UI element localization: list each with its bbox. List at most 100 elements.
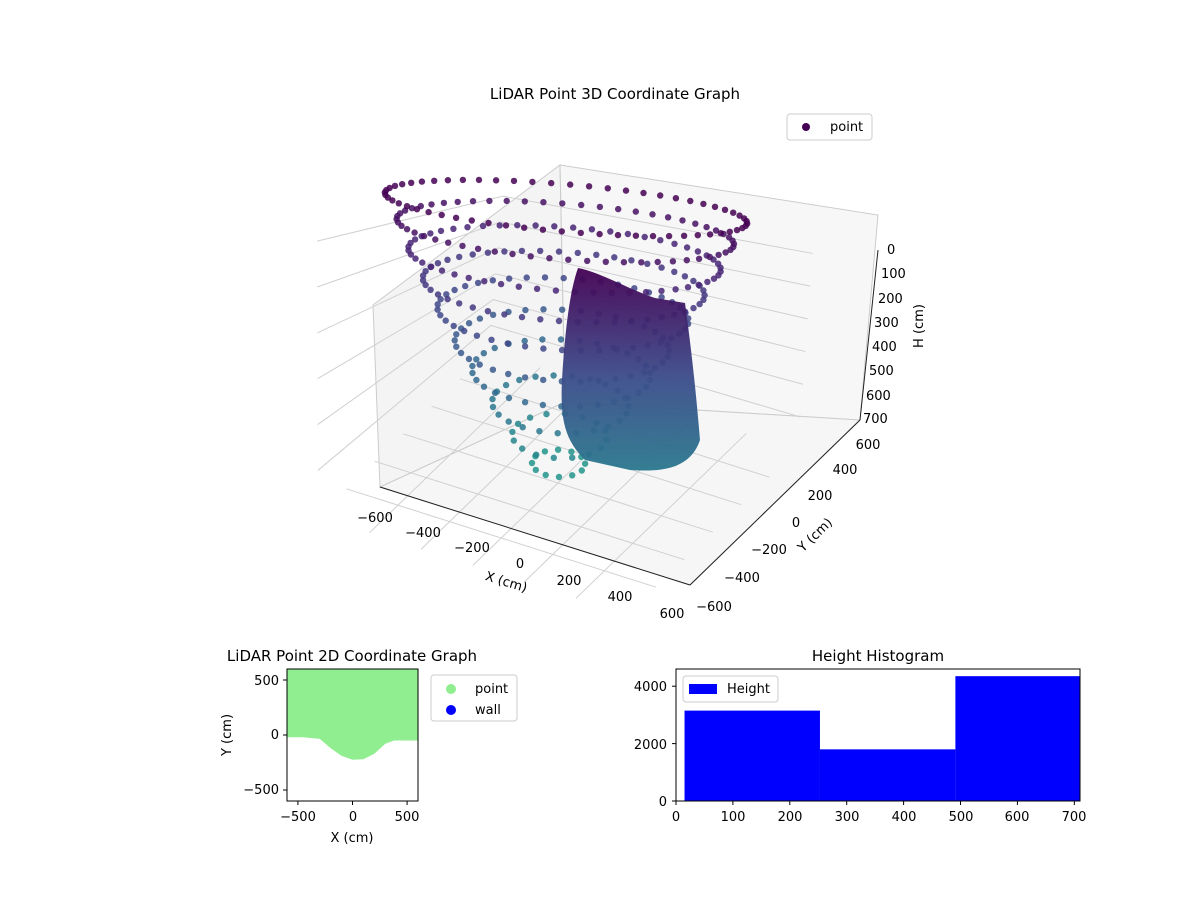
- point-3d: [443, 291, 450, 298]
- point-3d: [419, 272, 427, 279]
- point-3d: [644, 260, 651, 267]
- point-3d: [532, 466, 539, 474]
- point-3d: [465, 355, 473, 363]
- point-3d: [658, 294, 665, 301]
- point-3d: [484, 308, 492, 315]
- z-tick-label: 300: [874, 316, 899, 331]
- point-3d: [664, 214, 672, 221]
- point-3d: [425, 208, 432, 216]
- z-tick-label: 600: [866, 389, 891, 404]
- point-3d: [440, 199, 448, 207]
- point-3d: [521, 374, 529, 381]
- y-tick-label: −400: [724, 571, 760, 586]
- z-tick-label: 500: [869, 364, 894, 379]
- point-3d: [434, 260, 442, 267]
- legend-2d-wall-marker: [446, 705, 456, 715]
- point-3d: [444, 177, 452, 184]
- point-3d: [559, 306, 566, 313]
- point-3d: [432, 236, 439, 243]
- point-3d: [437, 312, 444, 319]
- x-tick-label: −600: [357, 511, 393, 526]
- point-3d: [469, 251, 476, 258]
- point-3d: [398, 222, 405, 229]
- point-3d: [533, 451, 540, 458]
- x-axis-label-2d: X (cm): [331, 831, 374, 846]
- point-3d: [739, 224, 746, 232]
- point-3d: [522, 306, 529, 314]
- point-3d: [557, 336, 565, 343]
- point-3d: [473, 376, 480, 384]
- point-3d: [408, 179, 415, 186]
- point-3d: [620, 259, 628, 266]
- point-3d: [519, 445, 526, 452]
- chart-histogram: Height Histogram 0 100 200 300 400 500 6…: [634, 647, 1087, 825]
- point-3d: [539, 336, 546, 343]
- point-3d: [649, 232, 657, 240]
- point-3d: [501, 248, 508, 255]
- point-3d: [489, 366, 497, 373]
- point-3d: [434, 291, 442, 298]
- point-3d: [504, 340, 511, 347]
- point-3d: [710, 275, 718, 282]
- hist-x-tick-label: 500: [949, 810, 974, 825]
- y-axis-label-2d: Y (cm): [220, 714, 235, 757]
- point-3d: [577, 229, 584, 237]
- point-3d: [457, 349, 465, 357]
- point-3d: [491, 389, 499, 396]
- grid-line: [317, 221, 811, 288]
- hist-x-tick-label: 0: [672, 810, 680, 825]
- legend-2d-wall-label: wall: [475, 703, 501, 718]
- point-3d: [419, 259, 426, 266]
- x-tick-label: 0: [516, 557, 524, 572]
- z-axis-line: [859, 249, 879, 421]
- y-tick-label: 600: [856, 438, 881, 453]
- y-tick-label-2d: 0: [271, 728, 279, 743]
- legend-3d-marker: [802, 123, 810, 131]
- histogram-y-ticks: 0 2000 4000: [634, 680, 667, 810]
- point-3d: [515, 283, 522, 290]
- point-3d: [521, 224, 528, 231]
- point-3d: [510, 177, 518, 185]
- hist-x-tick-label: 300: [835, 810, 860, 825]
- point-3d: [469, 362, 476, 370]
- point-3d: [495, 411, 502, 418]
- point-3d: [505, 394, 513, 402]
- x-tick-label: 400: [608, 590, 633, 605]
- histogram-legend: Height: [682, 675, 779, 703]
- point-3d: [694, 248, 702, 255]
- histogram-bar: [684, 710, 820, 801]
- point-3d: [454, 198, 461, 206]
- x-tick-label: −200: [454, 541, 490, 556]
- point-3d: [706, 253, 713, 261]
- point-3d: [717, 230, 724, 237]
- point-3d: [476, 315, 484, 322]
- ticks-2d: [283, 679, 408, 805]
- point-3d: [683, 257, 690, 264]
- y-tick-label: 400: [833, 463, 858, 478]
- point-3d: [712, 227, 720, 234]
- point-3d: [411, 236, 419, 243]
- point-3d: [654, 258, 661, 266]
- point-3d: [658, 287, 665, 295]
- point-3d: [489, 311, 497, 318]
- point-3d: [679, 217, 686, 224]
- x-tick-label: 600: [660, 607, 685, 622]
- point-3d: [560, 274, 567, 282]
- point-3d: [480, 350, 487, 357]
- point-3d: [550, 372, 557, 379]
- point-3d: [445, 239, 452, 246]
- histogram-bars: [684, 676, 1080, 801]
- point-3d: [437, 227, 445, 235]
- point-3d: [696, 300, 703, 308]
- point-3d: [638, 259, 645, 266]
- point-3d: [700, 296, 707, 303]
- point-3d: [434, 306, 441, 313]
- z-axis-label-3d: H (cm): [912, 304, 927, 348]
- point-3d: [408, 205, 416, 212]
- y-tick-label: −600: [696, 600, 732, 615]
- point-3d: [427, 230, 434, 237]
- point-3d: [476, 361, 483, 368]
- x-tick-label: 200: [557, 574, 582, 589]
- point-3d: [453, 331, 460, 338]
